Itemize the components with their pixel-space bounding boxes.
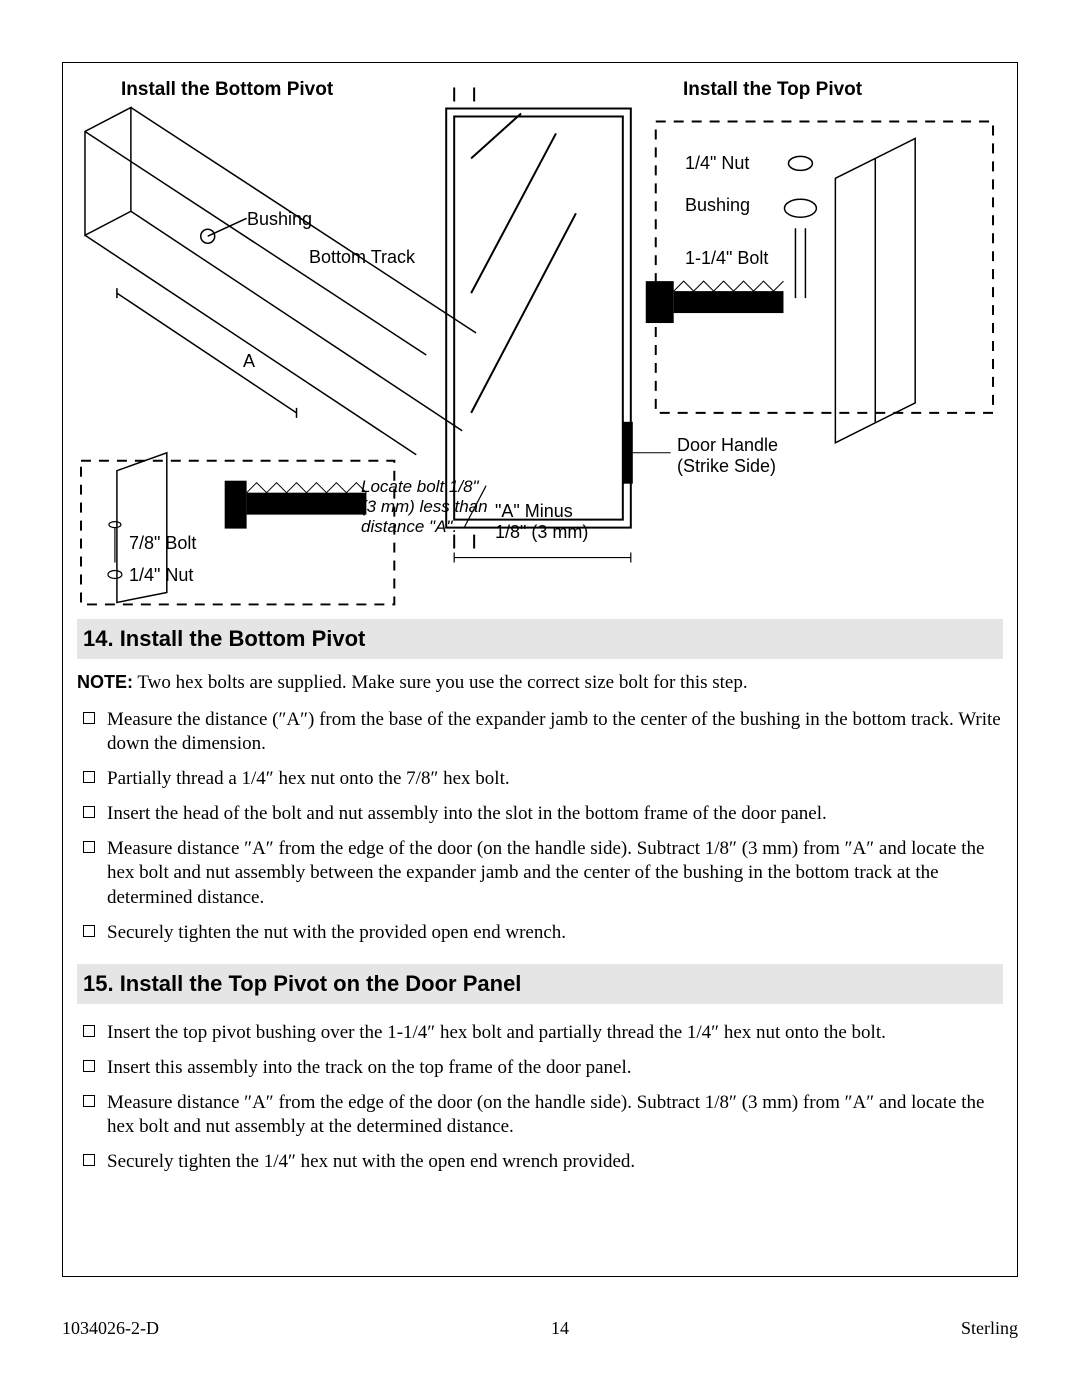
list-item: Securely tighten the 1/4″ hex nut with t… [77,1145,1003,1180]
list-item: Insert this assembly into the track on t… [77,1051,1003,1086]
label-bolt-78: 7/8" Bolt [129,533,196,554]
list-item: Insert the head of the bolt and nut asse… [77,797,1003,832]
footer-page-number: 14 [551,1318,569,1339]
list-item: Partially thread a 1/4″ hex nut onto the… [77,762,1003,797]
section-15-list: Insert the top pivot bushing over the 1-… [77,1016,1003,1179]
list-item: Measure distance ″A″ from the edge of th… [77,1086,1003,1145]
diagram-title-left: Install the Bottom Pivot [121,79,333,101]
installation-diagram: Install the Bottom Pivot Install the Top… [77,73,1003,613]
label-bottom-track: Bottom Track [309,247,415,268]
page-footer: 1034026-2-D 14 Sterling [62,1318,1018,1339]
label-bolt-114: 1-1/4" Bolt [685,248,768,269]
section-14-list: Measure the distance (″A″) from the base… [77,703,1003,951]
note-label: NOTE: [77,672,133,692]
list-item: Measure the distance (″A″) from the base… [77,703,1003,762]
section-14-heading: 14. Install the Bottom Pivot [77,619,1003,659]
label-bushing-left: Bushing [247,209,312,230]
section-14-note: NOTE: Two hex bolts are supplied. Make s… [77,671,1003,695]
footer-brand: Sterling [961,1318,1018,1339]
list-item: Securely tighten the nut with the provid… [77,916,1003,951]
list-item: Insert the top pivot bushing over the 1-… [77,1016,1003,1051]
label-nut-tr: 1/4" Nut [685,153,749,174]
label-locate-note: Locate bolt 1/8" (3 mm) less than distan… [361,477,488,537]
diagram-title-right: Install the Top Pivot [683,79,862,101]
label-dim-a: A [243,351,255,372]
footer-doc-id: 1034026-2-D [62,1318,159,1339]
list-item: Measure distance ″A″ from the edge of th… [77,832,1003,916]
label-door-handle: Door Handle (Strike Side) [677,435,778,477]
page-content-frame: Install the Bottom Pivot Install the Top… [62,62,1018,1277]
label-bushing-right: Bushing [685,195,750,216]
section-15-heading: 15. Install the Top Pivot on the Door Pa… [77,964,1003,1004]
label-nut-bl: 1/4" Nut [129,565,193,586]
note-body: Two hex bolts are supplied. Make sure yo… [133,672,748,693]
label-a-minus: "A" Minus 1/8" (3 mm) [495,501,588,543]
